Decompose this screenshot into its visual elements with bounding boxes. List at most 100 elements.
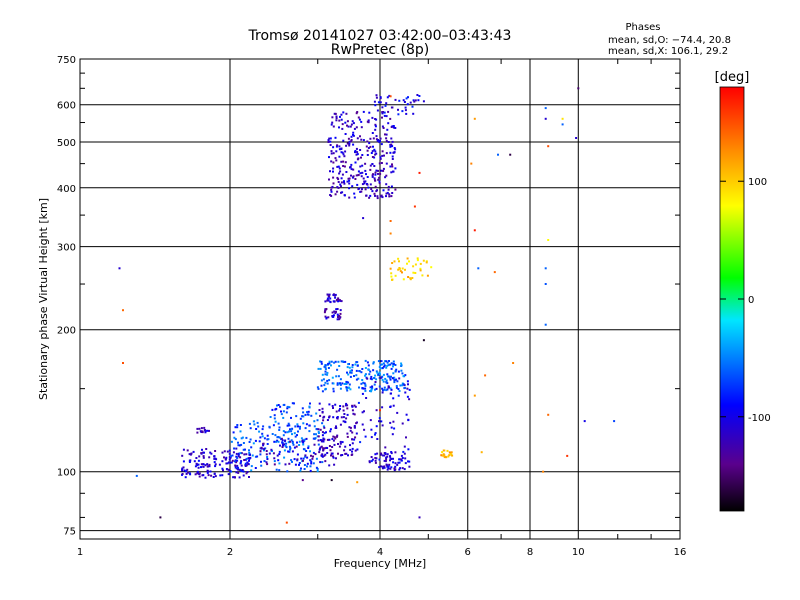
data-point	[342, 160, 345, 163]
data-point	[378, 141, 381, 144]
data-point	[361, 423, 364, 426]
data-point	[544, 283, 547, 285]
data-point	[385, 456, 388, 459]
data-point	[336, 434, 339, 437]
data-point	[335, 115, 338, 118]
data-point	[542, 470, 545, 473]
data-point	[403, 468, 406, 471]
data-point	[202, 455, 205, 458]
plot-frame	[79, 58, 681, 540]
data-point	[361, 171, 364, 174]
data-point	[385, 380, 388, 383]
data-point	[348, 182, 351, 185]
data-point	[374, 125, 377, 128]
data-point	[392, 372, 395, 375]
data-point	[299, 469, 302, 472]
data-point	[364, 162, 367, 165]
data-point	[285, 446, 288, 449]
data-point	[375, 138, 378, 141]
data-point	[412, 99, 415, 102]
data-point	[234, 460, 236, 463]
data-point	[350, 163, 353, 166]
data-point	[371, 385, 374, 388]
data-point	[360, 156, 362, 159]
data-point	[289, 428, 291, 431]
data-point	[321, 407, 324, 410]
data-point	[237, 468, 240, 471]
data-point	[398, 377, 401, 380]
data-point	[266, 456, 269, 458]
data-point	[328, 464, 331, 467]
data-point	[240, 470, 243, 472]
data-point	[239, 456, 242, 459]
data-point	[374, 153, 377, 156]
data-point	[338, 299, 341, 302]
data-point	[338, 119, 341, 122]
y-tick-label: 750	[57, 55, 76, 66]
data-point	[332, 170, 334, 173]
data-point	[335, 375, 338, 378]
data-point	[249, 427, 252, 430]
data-point	[566, 454, 569, 457]
data-point	[375, 457, 378, 460]
data-point	[322, 425, 325, 428]
data-point	[307, 410, 310, 413]
data-point	[561, 117, 564, 120]
data-point	[214, 463, 217, 466]
data-point	[281, 446, 284, 448]
data-point	[375, 370, 378, 373]
data-point	[371, 386, 374, 389]
data-point	[278, 450, 281, 453]
data-point	[321, 453, 324, 456]
data-point	[328, 137, 331, 140]
data-point	[404, 106, 407, 109]
data-point	[390, 272, 393, 275]
data-point	[292, 443, 295, 446]
data-point	[401, 467, 404, 470]
phases-annotation-o: mean, sd,O: −74.4, 20.8	[608, 35, 731, 46]
data-point	[200, 452, 203, 455]
data-point	[279, 444, 281, 447]
data-point	[333, 443, 336, 446]
data-point	[405, 436, 407, 439]
data-point	[319, 428, 322, 431]
data-point	[266, 434, 269, 437]
data-point	[375, 94, 378, 97]
data-point	[182, 448, 185, 451]
data-point	[234, 466, 237, 469]
data-point	[340, 360, 343, 363]
data-point	[352, 133, 354, 136]
data-point	[331, 376, 334, 379]
data-point	[266, 458, 269, 460]
data-point	[208, 465, 211, 468]
data-point	[254, 467, 257, 469]
data-point	[324, 315, 327, 318]
data-point	[365, 397, 368, 399]
data-point	[407, 383, 409, 386]
data-point	[386, 382, 389, 385]
data-point	[336, 144, 339, 147]
data-point	[195, 462, 198, 465]
data-point	[379, 367, 382, 370]
data-point	[135, 474, 138, 477]
data-point	[335, 410, 338, 413]
data-point	[316, 467, 319, 470]
data-point	[320, 454, 323, 457]
data-point	[207, 474, 210, 477]
data-point	[399, 467, 402, 470]
data-point	[391, 125, 394, 128]
data-point	[398, 390, 401, 392]
data-point	[377, 178, 380, 181]
data-point	[260, 460, 262, 463]
data-point	[374, 179, 376, 182]
data-point	[181, 467, 184, 470]
data-point	[376, 195, 379, 198]
data-point	[245, 464, 248, 467]
data-point	[341, 191, 344, 194]
data-point	[392, 125, 395, 127]
data-point	[356, 448, 359, 451]
data-point	[201, 448, 203, 451]
data-point	[389, 232, 392, 235]
data-point	[338, 409, 341, 412]
data-point	[334, 312, 337, 315]
